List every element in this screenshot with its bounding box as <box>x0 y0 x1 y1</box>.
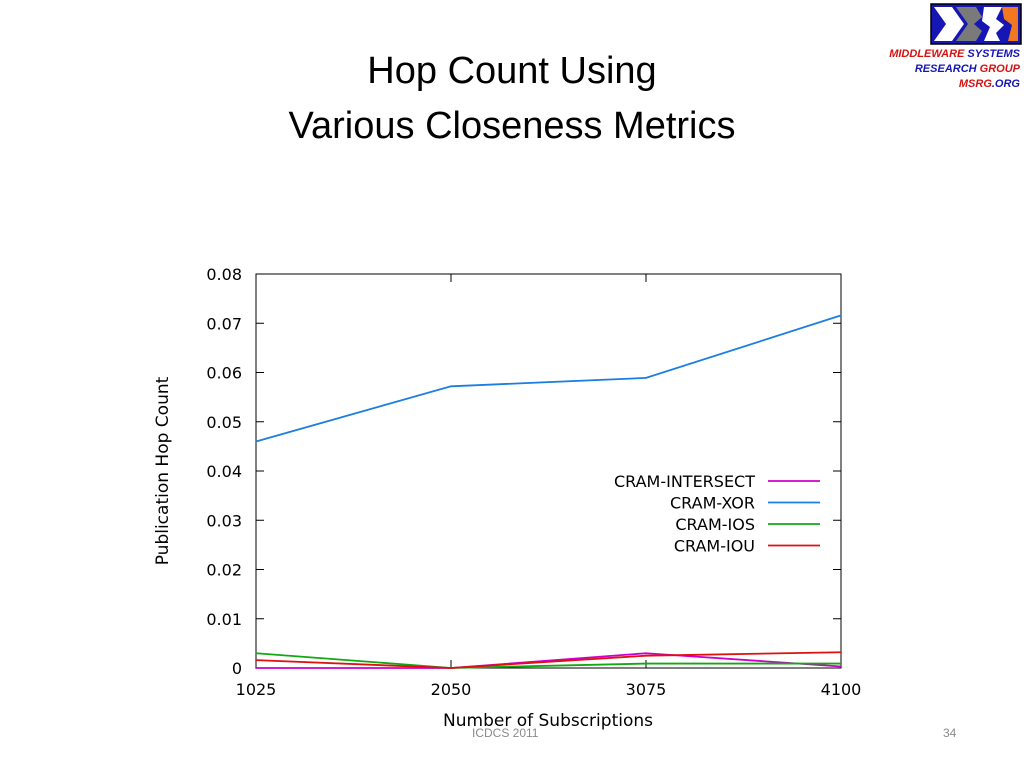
legend-label: CRAM-INTERSECT <box>614 472 755 491</box>
y-tick-label: 0.07 <box>206 314 242 333</box>
y-tick-label: 0.01 <box>206 610 242 629</box>
legend-label: CRAM-XOR <box>670 494 755 513</box>
data-point-cram-ios <box>840 662 842 665</box>
org-word-group: GROUP <box>979 63 1020 75</box>
y-tick-label: 0.05 <box>206 413 242 432</box>
series-lines <box>255 314 842 669</box>
data-point-cram-xor <box>645 377 647 379</box>
data-point-cram-xor <box>450 385 452 388</box>
x-tick-label: 3075 <box>626 680 667 699</box>
y-tick-label: 0.06 <box>206 364 242 383</box>
y-tick-label: 0.02 <box>206 561 242 580</box>
series-line-cram-ios <box>255 652 841 669</box>
y-axis: 0 0.01 0.02 0.03 0.04 0.05 0.06 0.07 0.08 <box>206 265 841 678</box>
msrg-logo-icon <box>930 3 1022 45</box>
data-point-cram-iou <box>255 659 257 662</box>
data-point-cram-intersect <box>255 667 257 669</box>
org-word-research: RESEARCH <box>914 63 977 75</box>
data-point-cram-xor <box>840 314 842 317</box>
slide-title-line-2: Various Closeness Metrics <box>288 105 736 147</box>
data-point-cram-xor <box>255 440 257 443</box>
org-word-org: .ORG <box>991 78 1020 90</box>
data-point-cram-ios <box>255 652 257 655</box>
slide-number: 34 <box>943 726 957 740</box>
x-axis-label: Number of Subscriptions <box>443 711 653 731</box>
x-tick-label: 2050 <box>431 680 472 699</box>
footer-conference: ICDCS 2011 <box>472 726 539 740</box>
x-tick-label: 1025 <box>236 680 277 699</box>
series-line-cram-xor <box>255 314 842 443</box>
x-tick-label: 4100 <box>821 680 862 699</box>
data-point-cram-ios <box>645 662 647 665</box>
org-word-middleware: MIDDLEWARE <box>889 48 965 60</box>
series-line-cram-iou <box>255 651 842 669</box>
slide-title: Hop Count Using Various Closeness Metric… <box>212 44 812 154</box>
org-word-msrg: MSRG <box>958 78 992 90</box>
legend-label: CRAM-IOU <box>674 537 755 556</box>
data-point-cram-intersect <box>645 652 647 655</box>
org-word-systems: SYSTEMS <box>967 48 1020 60</box>
organization-name: MIDDLEWARE SYSTEMS RESEARCH GROUP MSRG.O… <box>889 47 1020 92</box>
legend-label: CRAM-IOS <box>675 515 755 534</box>
y-tick-label: 0.03 <box>206 511 242 530</box>
data-point-cram-iou <box>450 667 452 669</box>
y-tick-label: 0.04 <box>206 462 242 481</box>
plot-area-frame <box>255 273 842 669</box>
slide-title-line-1: Hop Count Using <box>367 50 657 92</box>
y-tick-label: 0.08 <box>206 265 242 284</box>
data-point-cram-iou <box>840 651 842 654</box>
y-axis-label: Publication Hop Count <box>153 376 173 565</box>
data-point-cram-iou <box>645 654 647 657</box>
x-axis: 1025 2050 3075 4100 <box>236 274 862 699</box>
legend: CRAM-INTERSECT CRAM-XOR CRAM-IOS CRAM-IOU <box>614 472 820 556</box>
series-line-cram-intersect <box>256 652 842 669</box>
data-point-cram-intersect <box>840 665 842 668</box>
y-tick-label: 0 <box>232 659 242 678</box>
